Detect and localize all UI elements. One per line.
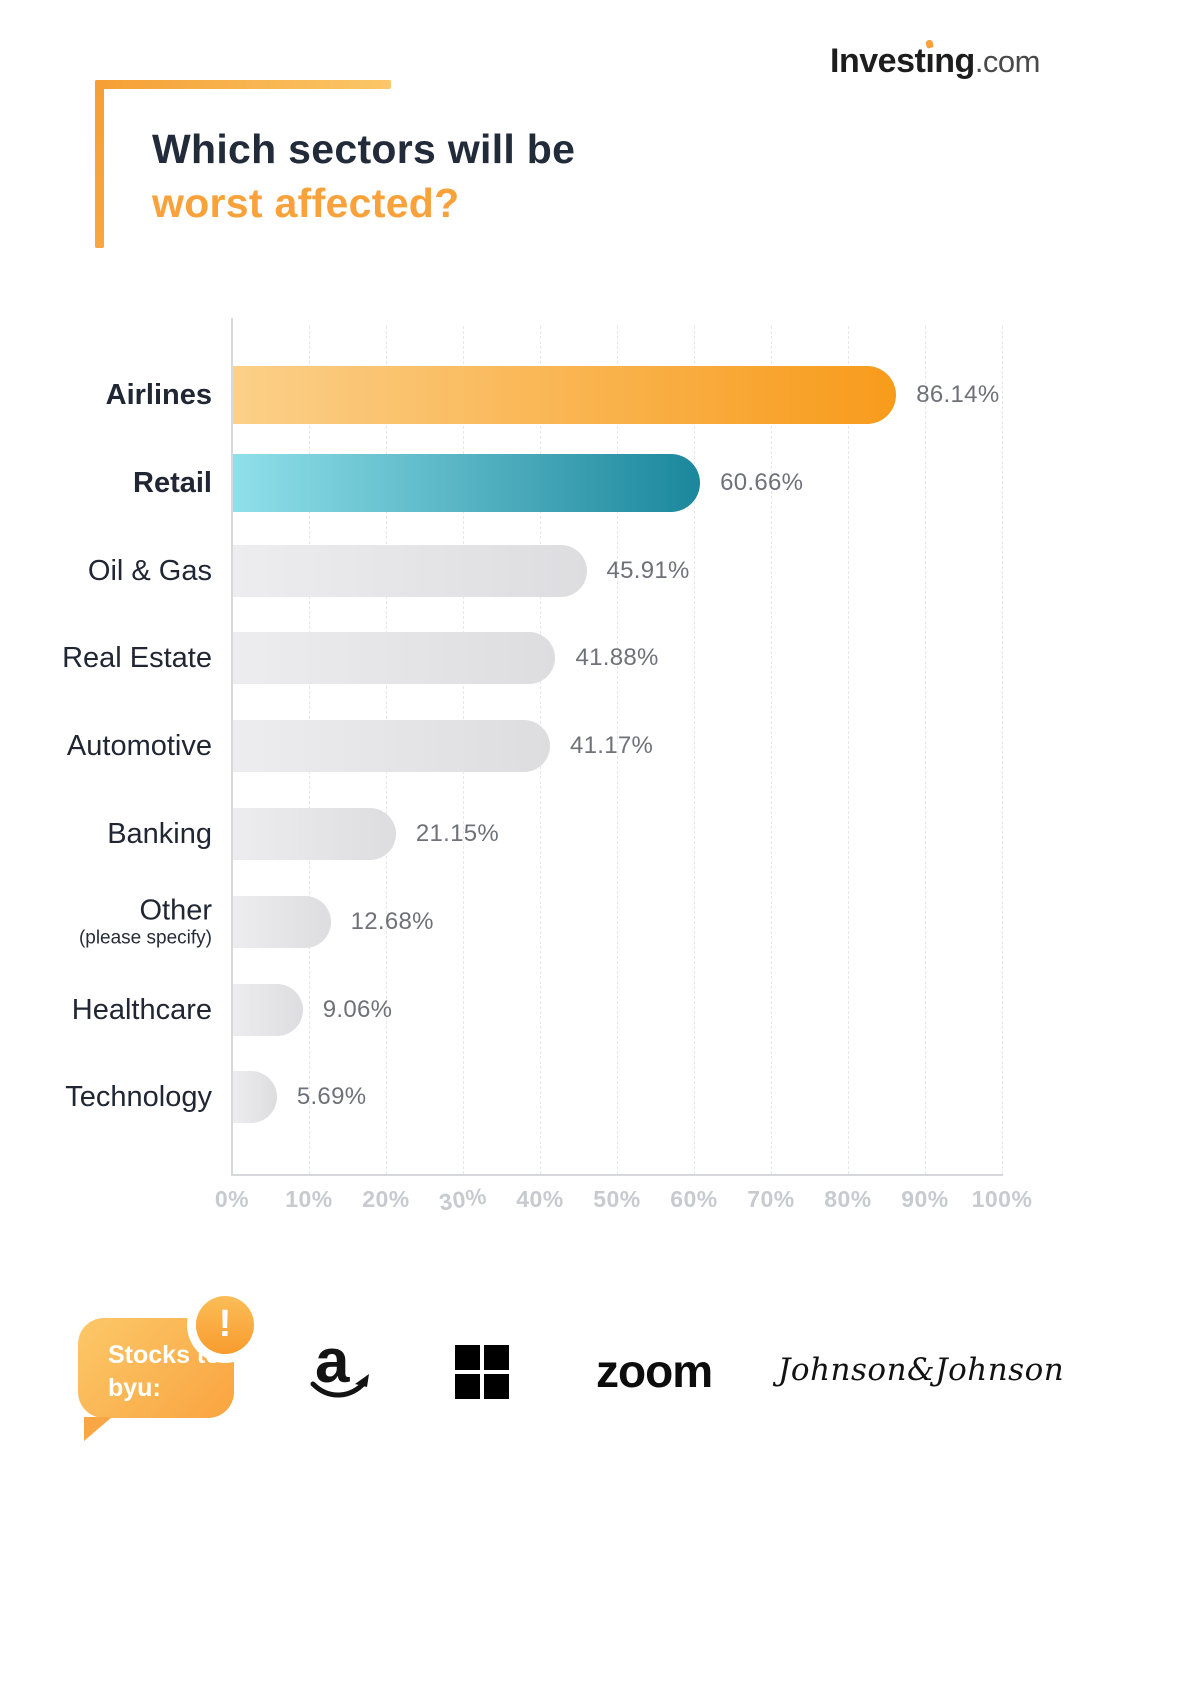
bar-healthcare bbox=[233, 983, 303, 1036]
category-label-text: Banking bbox=[107, 817, 212, 850]
bar-retail bbox=[233, 453, 701, 512]
category-label: Oil & Gas bbox=[0, 554, 212, 586]
bar-value-label: 12.68% bbox=[350, 907, 434, 935]
bar-other bbox=[233, 895, 331, 948]
gridline bbox=[617, 326, 618, 1174]
bar-value-label: 41.17% bbox=[570, 732, 654, 760]
johnson-johnson-logo: Johnson&Johnson bbox=[778, 1352, 1065, 1388]
x-tick-label: 80% bbox=[824, 1186, 872, 1212]
gridline bbox=[1002, 326, 1003, 1174]
x-tick-label: 10% bbox=[285, 1186, 333, 1212]
category-label: Technology bbox=[0, 1081, 212, 1113]
gridline bbox=[771, 326, 772, 1174]
bar-value-label: 5.69% bbox=[296, 1083, 367, 1111]
svg-text:a: a bbox=[315, 1330, 350, 1396]
page-title: Which sectors will be worst affected? bbox=[152, 122, 575, 230]
category-label: Banking bbox=[0, 818, 212, 850]
bar-value-label: 41.88% bbox=[575, 644, 659, 672]
microsoft-logo bbox=[455, 1345, 509, 1404]
x-axis-line bbox=[231, 1174, 1003, 1176]
exclamation-badge: ! bbox=[196, 1296, 254, 1354]
category-label-text: Real Estate bbox=[62, 642, 212, 675]
amazon-logo: a bbox=[303, 1327, 375, 1409]
gridline bbox=[848, 326, 849, 1174]
bar-airlines bbox=[233, 366, 897, 424]
bar-real-estate bbox=[233, 632, 556, 685]
category-label: Real Estate bbox=[0, 642, 212, 674]
category-label: Airlines bbox=[0, 379, 212, 411]
gridline bbox=[694, 326, 695, 1174]
bubble-label: Stocks to byu: bbox=[108, 1341, 221, 1402]
y-axis-line bbox=[231, 318, 233, 1176]
bar-automotive bbox=[233, 720, 550, 773]
x-tick-label: 70% bbox=[747, 1186, 795, 1212]
category-label-text: Airlines bbox=[105, 378, 212, 411]
title-line-1: Which sectors will be bbox=[152, 126, 576, 172]
x-tick-label: 90% bbox=[901, 1186, 949, 1212]
x-tick-label: 50% bbox=[593, 1186, 641, 1212]
title-bracket-top bbox=[95, 80, 391, 89]
brand-suffix: .com bbox=[974, 44, 1041, 79]
category-label-text: Other bbox=[139, 894, 212, 927]
bar-technology bbox=[233, 1071, 277, 1124]
brand-flame-icon: ı bbox=[925, 42, 935, 80]
x-tick-label: 0% bbox=[214, 1186, 250, 1212]
amazon-icon: a bbox=[310, 1327, 369, 1398]
badge-exclamation: ! bbox=[218, 1303, 232, 1345]
bar-value-label: 86.14% bbox=[916, 381, 1000, 408]
category-label-text: Automotive bbox=[66, 729, 212, 762]
category-label: Other (please specify) bbox=[0, 894, 212, 949]
bar-value-label: 21.15% bbox=[415, 820, 500, 847]
gridline bbox=[925, 326, 926, 1174]
title-bracket-left bbox=[95, 80, 104, 248]
category-sublabel: (please specify) bbox=[78, 927, 212, 949]
bar-value-label: 9.06% bbox=[322, 995, 393, 1023]
x-tick-label: 60% bbox=[670, 1186, 718, 1212]
bar-oil-gas bbox=[233, 544, 587, 597]
category-label: Retail bbox=[0, 467, 212, 499]
zoom-logo: zoom bbox=[596, 1345, 713, 1397]
microsoft-icon bbox=[455, 1345, 509, 1399]
category-label-text: Retail bbox=[133, 466, 212, 499]
category-label-text: Healthcare bbox=[71, 993, 212, 1026]
bar-value-label: 60.66% bbox=[720, 468, 804, 496]
category-label: Automotive bbox=[0, 730, 212, 762]
x-tick-label: 20% bbox=[362, 1186, 410, 1212]
x-tick-label: 40% bbox=[516, 1186, 564, 1212]
bar-banking bbox=[233, 808, 396, 860]
brand-name: Investıng bbox=[830, 42, 975, 80]
x-tick-label: 100% bbox=[971, 1186, 1033, 1212]
title-line-2: worst affected? bbox=[152, 180, 460, 227]
category-label-text: Technology bbox=[65, 1081, 212, 1114]
investing-logo: Investıng.com bbox=[830, 42, 1040, 81]
category-label-text: Oil & Gas bbox=[87, 554, 212, 587]
category-label: Healthcare bbox=[0, 993, 212, 1025]
bar-value-label: 45.91% bbox=[606, 556, 690, 584]
